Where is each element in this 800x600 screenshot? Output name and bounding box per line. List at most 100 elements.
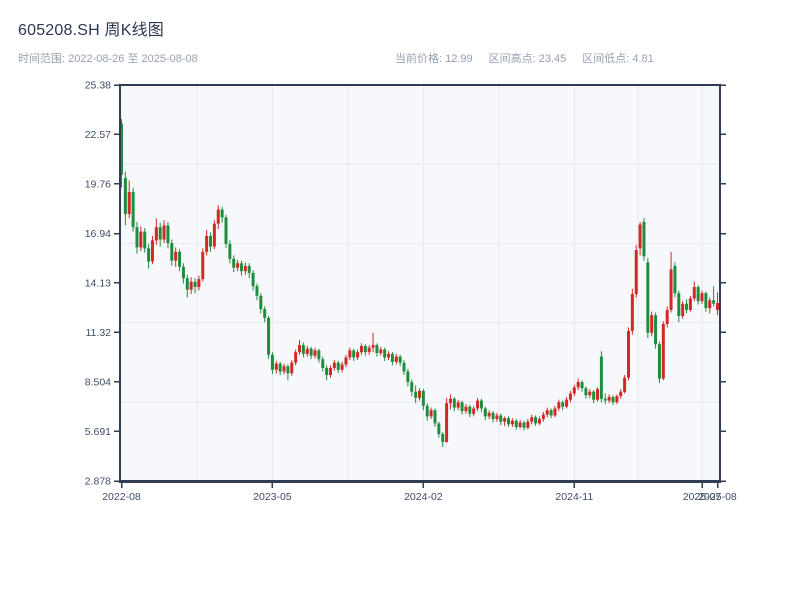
candle-body — [348, 350, 352, 358]
x-tick-label: 2024-02 — [404, 491, 443, 503]
candle-body — [483, 408, 487, 417]
candle-body — [178, 251, 182, 267]
candle-body — [677, 293, 681, 317]
candle-body — [576, 382, 580, 388]
candle-body — [495, 415, 499, 420]
candle-body — [673, 265, 677, 294]
candle-body — [491, 412, 495, 420]
candle-body — [309, 348, 313, 356]
candle-body — [518, 422, 522, 427]
candle-body — [220, 209, 224, 218]
candle-body — [321, 359, 325, 368]
candle-body — [657, 344, 661, 379]
candle-body — [325, 367, 329, 376]
candle-body — [236, 263, 240, 268]
candle-body — [638, 224, 642, 249]
candle-body — [665, 309, 669, 324]
candle-body — [545, 410, 549, 415]
candle-body — [328, 367, 332, 376]
candle-body — [127, 191, 131, 214]
candle-body — [274, 363, 278, 370]
y-tick-label: 25.38 — [85, 80, 111, 92]
candle-body — [367, 347, 371, 353]
candle-body — [387, 353, 391, 358]
candle-body — [390, 353, 394, 362]
candle-body — [526, 421, 530, 428]
candle-body — [305, 348, 309, 354]
candle-body — [294, 352, 298, 363]
candle-body — [139, 231, 143, 248]
candle-body — [692, 287, 696, 299]
candle-body — [503, 418, 507, 422]
candle-body — [193, 281, 197, 288]
candle-body — [650, 315, 654, 333]
x-tick-label: 2023-05 — [253, 491, 292, 503]
candle-body — [460, 402, 464, 412]
candle-body — [507, 418, 511, 425]
x-tick-label: 2022-08 — [102, 491, 141, 503]
candle-body — [247, 265, 251, 273]
candle-body — [189, 281, 193, 290]
candle-body — [340, 364, 344, 370]
y-tick-label: 5.691 — [85, 426, 111, 438]
y-tick-label: 2.878 — [85, 476, 111, 488]
candle-body — [565, 399, 569, 407]
candle-body — [588, 391, 592, 396]
candle-body — [596, 389, 600, 400]
candle-body — [619, 391, 623, 397]
candle-body — [243, 265, 247, 272]
candle-body — [135, 227, 139, 248]
candle-body — [418, 390, 421, 398]
y-tick-label: 14.13 — [85, 277, 111, 289]
candle-body — [456, 402, 460, 408]
candle-body — [580, 382, 584, 389]
y-tick-label: 8.504 — [85, 376, 111, 388]
y-tick-label: 11.32 — [86, 327, 112, 339]
candle-body — [352, 350, 356, 358]
candle-body — [224, 217, 228, 244]
candle-body — [232, 258, 236, 268]
plot-spines — [119, 84, 721, 482]
candle-body — [228, 243, 232, 259]
candle-body — [541, 414, 545, 420]
x-tick-label: 2025-08 — [698, 491, 737, 503]
candle-body — [301, 345, 305, 354]
candle-body — [611, 397, 615, 403]
candle-body — [599, 356, 603, 399]
candle-body — [375, 345, 379, 354]
candle-body — [700, 293, 704, 302]
candle-body — [468, 406, 472, 414]
candle-body — [162, 225, 166, 240]
candle-body — [150, 240, 154, 262]
candle-body — [421, 390, 425, 406]
candle-body — [654, 315, 658, 345]
candle-body — [201, 251, 205, 280]
candle-body — [688, 298, 692, 310]
candle-body — [298, 345, 302, 353]
candle-body — [445, 403, 449, 442]
candle-body — [212, 223, 216, 247]
candle-body — [336, 362, 340, 370]
candle-body — [120, 123, 123, 175]
candle-body — [255, 286, 259, 296]
candle-body — [429, 410, 433, 417]
candle-body — [592, 391, 596, 400]
candle-body — [499, 415, 503, 422]
candle-body — [359, 345, 363, 353]
candle-body — [553, 408, 557, 416]
candle-body — [394, 356, 398, 362]
candle-body — [510, 420, 514, 425]
page-title: 605208.SH 周K线图 — [18, 22, 164, 39]
candle-body — [681, 303, 685, 317]
candle-body — [216, 209, 220, 224]
candle-body — [568, 393, 572, 400]
current-price-stat: 当前价格: 12.99 — [395, 53, 473, 65]
candle-body — [170, 243, 174, 261]
candle-body — [174, 251, 178, 261]
candle-body — [708, 300, 712, 309]
candle-body — [363, 345, 367, 353]
candle-body — [278, 363, 282, 372]
candle-body — [379, 349, 383, 354]
candle-body — [696, 287, 700, 302]
